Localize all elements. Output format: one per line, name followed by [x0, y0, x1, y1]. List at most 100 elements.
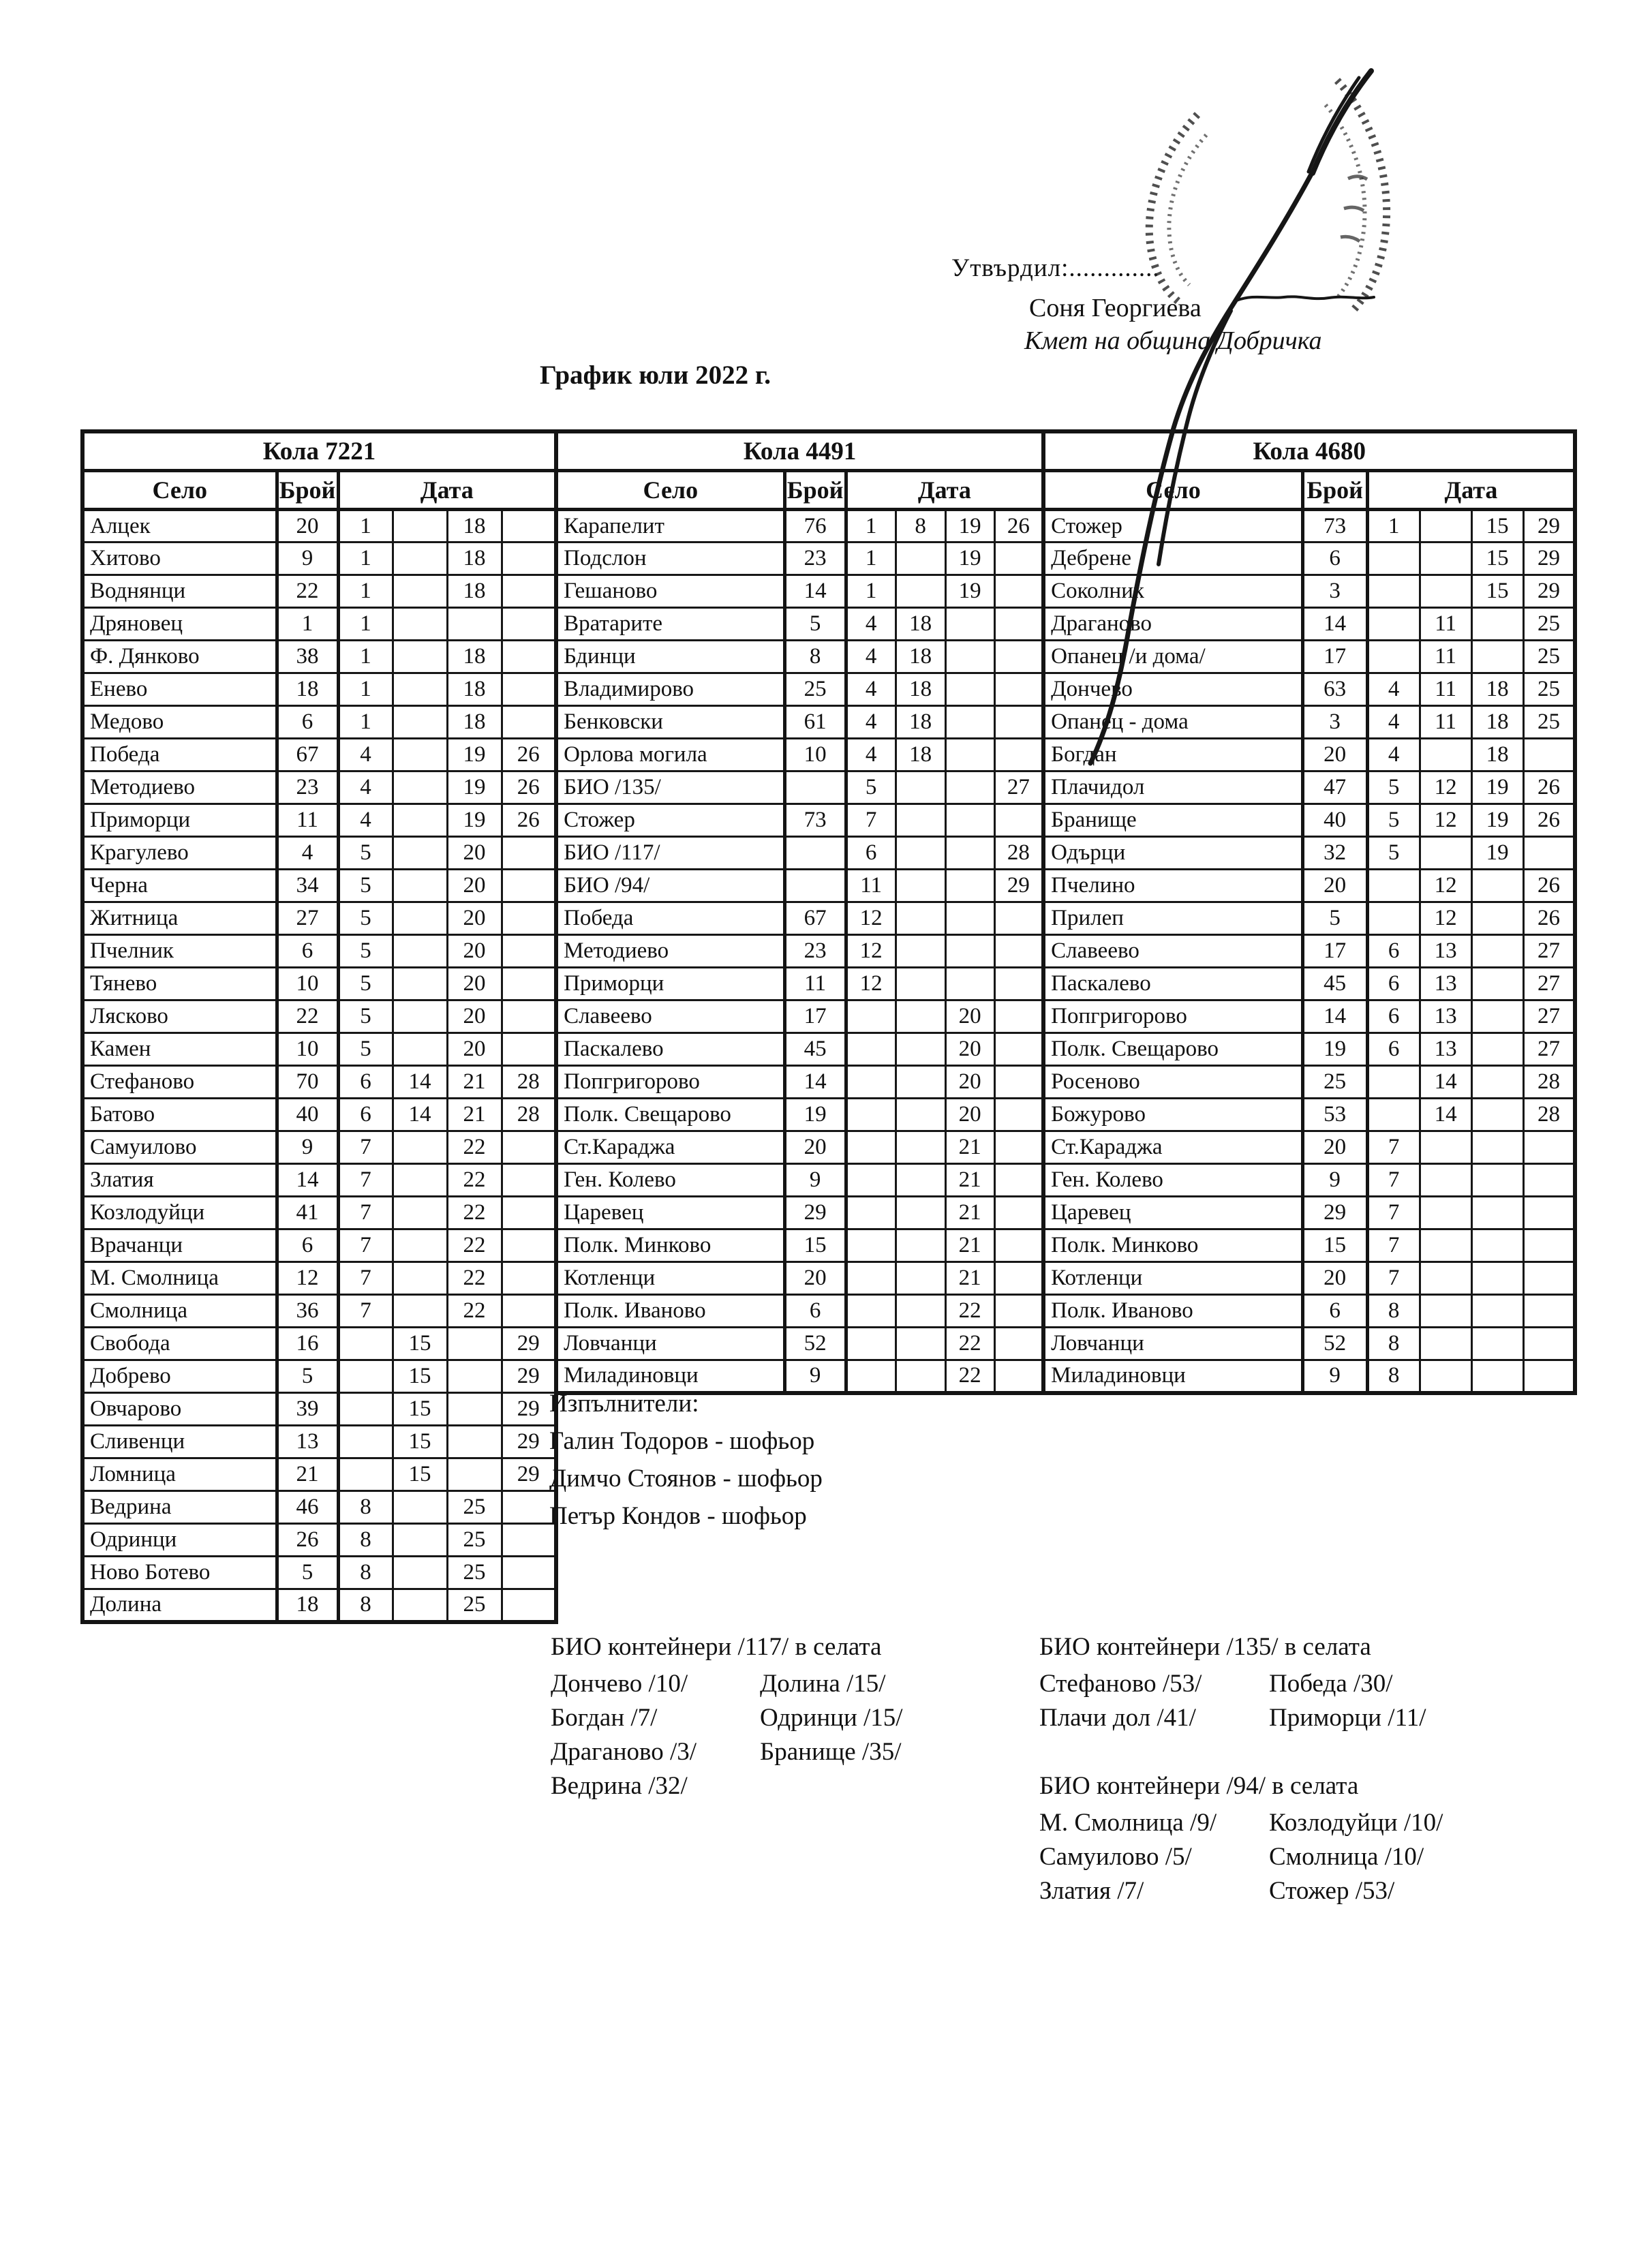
date-cell: 8: [1366, 1326, 1421, 1361]
date-cell: [391, 1130, 448, 1165]
date-cell: 7: [1366, 1163, 1421, 1197]
date-cell: [894, 803, 947, 838]
village-cell: Полк. Свещарово: [1042, 1032, 1304, 1067]
date-cell: [1470, 607, 1525, 641]
date-cell: 8: [337, 1555, 394, 1590]
village-cell: Полк. Иваново: [1042, 1294, 1304, 1328]
date-cell: [391, 770, 448, 805]
date-cell: 12: [844, 901, 897, 936]
date-cell: [1470, 901, 1525, 936]
count-cell: 34: [275, 868, 340, 903]
bio-item: Приморци /11/: [1269, 1704, 1426, 1732]
date-cell: [391, 1228, 448, 1263]
date-cell: 7: [337, 1294, 394, 1328]
date-cell: [894, 1294, 947, 1328]
date-cell: 22: [446, 1261, 503, 1296]
date-cell: 26: [1522, 770, 1576, 805]
date-cell: 6: [1366, 934, 1421, 968]
date-cell: 7: [1366, 1228, 1421, 1263]
village-cell: Опанец - дома: [1042, 705, 1304, 739]
date-cell: 1: [337, 607, 394, 641]
table-row: Смолница 36 7 22: [81, 1294, 557, 1328]
village-cell: Полк. Свещарово: [555, 1097, 786, 1132]
table-row: Вратарите 5 4 18: [555, 607, 1045, 641]
table-row: Стефаново 70 6 14 21 28: [81, 1065, 557, 1099]
date-cell: [993, 607, 1045, 641]
date-cell: [391, 541, 448, 576]
date-cell: [993, 574, 1045, 609]
date-cell: 13: [1418, 966, 1473, 1001]
count-cell: 6: [1300, 541, 1369, 576]
date-cell: 8: [1366, 1359, 1421, 1394]
date-cell: [391, 1555, 448, 1590]
date-cell: [1522, 737, 1576, 772]
bio-item: Бранище /35/: [760, 1738, 902, 1766]
village-cell: Дончево: [1042, 672, 1304, 707]
table-row: Ломница 21 15 29: [81, 1457, 557, 1492]
date-cell: 21: [446, 1065, 503, 1099]
table-row: Самуилово 9 7 22: [81, 1130, 557, 1165]
count-cell: [782, 836, 848, 870]
date-cell: 14: [1418, 1065, 1473, 1099]
date-cell: [894, 1195, 947, 1230]
date-cell: [391, 574, 448, 609]
village-cell: Царевец: [555, 1195, 786, 1230]
date-cell: [944, 607, 996, 641]
village-cell: Бдинци: [555, 639, 786, 674]
date-cell: [1418, 1359, 1473, 1394]
date-cell: 22: [446, 1195, 503, 1230]
count-cell: 26: [275, 1523, 340, 1557]
count-cell: 25: [1300, 1065, 1369, 1099]
date-cell: [500, 705, 557, 739]
count-cell: 14: [1300, 999, 1369, 1034]
village-cell: Плачидол: [1042, 770, 1304, 805]
date-cell: [1366, 1065, 1421, 1099]
date-cell: 15: [1470, 574, 1525, 609]
date-cell: 5: [337, 966, 394, 1001]
date-cell: [446, 1392, 503, 1426]
table-row: Славеево 17 6 13 27: [1042, 934, 1576, 968]
date-cell: [1522, 1130, 1576, 1165]
count-cell: 38: [275, 639, 340, 674]
date-cell: 15: [391, 1326, 448, 1361]
date-cell: 22: [944, 1294, 996, 1328]
date-cell: 1: [337, 672, 394, 707]
date-cell: 6: [1366, 966, 1421, 1001]
date-cell: 20: [446, 868, 503, 903]
date-cell: [993, 1326, 1045, 1361]
count-cell: 5: [782, 607, 848, 641]
village-cell: Божурово: [1042, 1097, 1304, 1132]
date-cell: [1418, 737, 1473, 772]
village-cell: Добрево: [81, 1359, 278, 1394]
date-cell: 1: [1366, 508, 1421, 543]
date-cell: [844, 1032, 897, 1067]
count-cell: 3: [1300, 574, 1369, 609]
date-cell: 18: [894, 639, 947, 674]
date-cell: [500, 1130, 557, 1165]
executor-line: Димчо Стоянов - шофьор: [549, 1465, 823, 1493]
count-cell: 10: [275, 1032, 340, 1067]
executor-line: Петър Кондов - шофьор: [549, 1502, 807, 1530]
table-row: Ново Ботево 5 8 25: [81, 1555, 557, 1590]
date-cell: [894, 1065, 947, 1099]
table-row: Пчелник 6 5 20: [81, 934, 557, 968]
village-cell: Ломница: [81, 1457, 278, 1492]
village-cell: Приморци: [81, 803, 278, 838]
date-cell: [1418, 1294, 1473, 1328]
bio-section-135: БИО контейнери /135/ в селата Стефаново …: [1039, 1630, 1426, 1735]
date-cell: [944, 803, 996, 838]
table-row: Полк. Иваново 6 22: [555, 1294, 1045, 1328]
date-cell: 27: [1522, 934, 1576, 968]
village-cell: Пчелник: [81, 934, 278, 968]
village-cell: Методиево: [555, 934, 786, 968]
table-row: Победа 67 12: [555, 901, 1045, 936]
count-cell: 10: [782, 737, 848, 772]
count-cell: 20: [1300, 1130, 1369, 1165]
date-cell: [844, 1130, 897, 1165]
date-cell: 7: [844, 803, 897, 838]
date-cell: 29: [500, 1359, 557, 1394]
count-cell: 18: [275, 1588, 340, 1623]
date-cell: 20: [446, 934, 503, 968]
date-cell: 15: [1470, 508, 1525, 543]
date-cell: 18: [1470, 705, 1525, 739]
